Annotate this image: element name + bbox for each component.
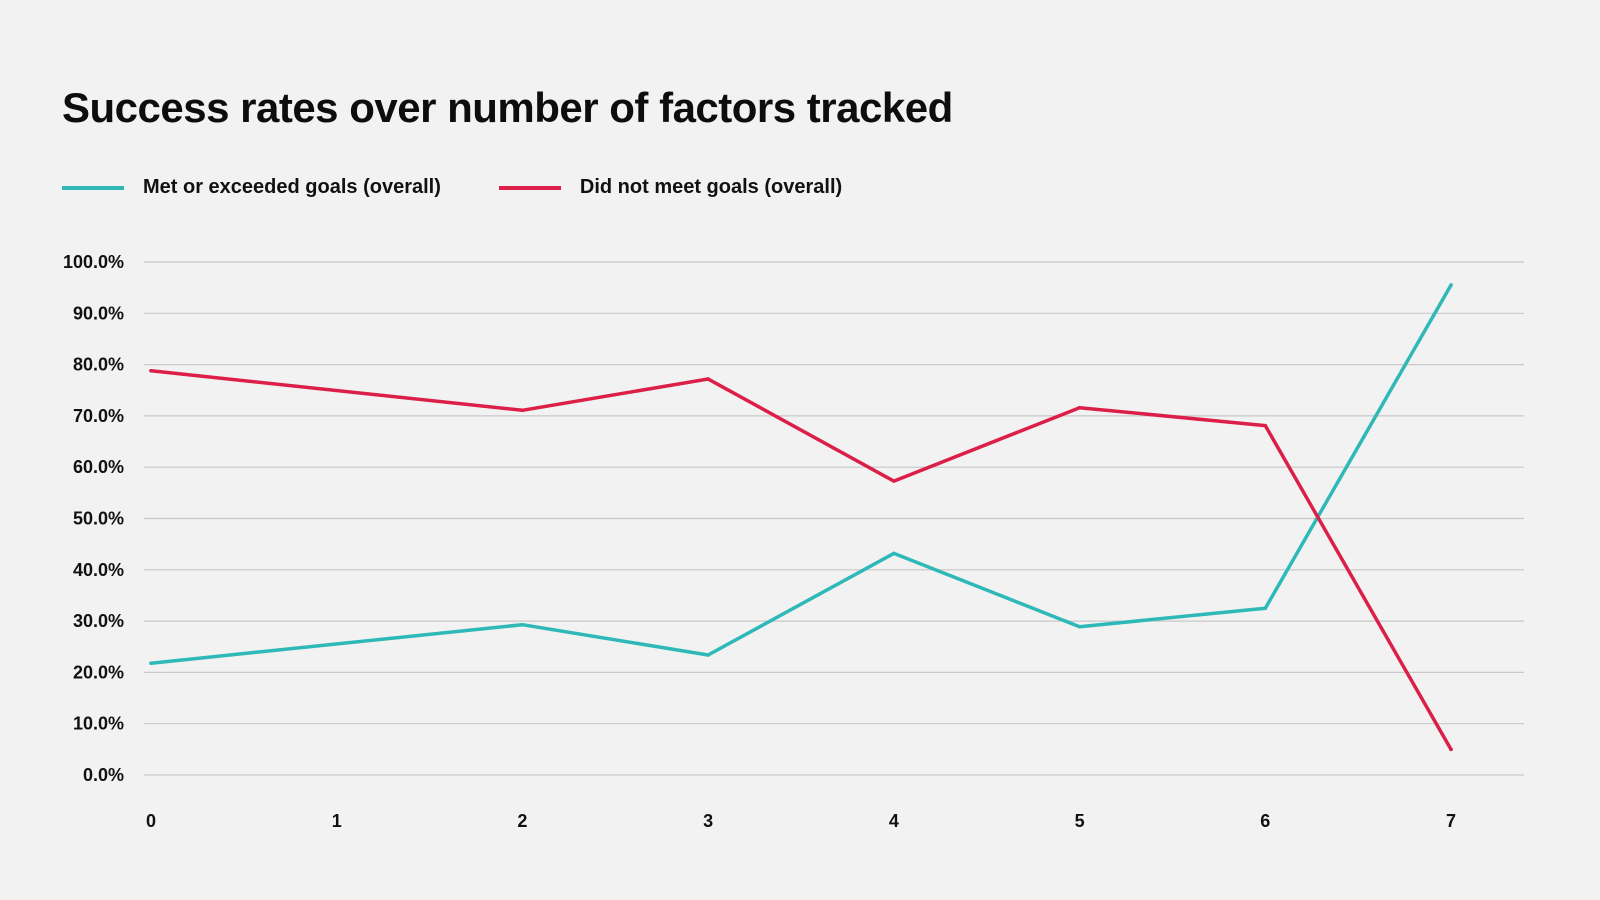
y-tick-label-70: 70.0% — [73, 406, 124, 426]
y-tick-label-50: 50.0% — [73, 509, 124, 529]
y-tick-label-0: 0.0% — [83, 765, 124, 785]
legend-label-did-not-meet-goals: Did not meet goals (overall) — [579, 176, 843, 198]
x-tick-label-5: 5 — [1075, 811, 1085, 831]
y-tick-label-90: 90.0% — [73, 303, 124, 323]
legend-entry-did-not-meet-goals: Did not meet goals (overall) — [498, 176, 843, 199]
x-tick-label-1: 1 — [332, 811, 342, 831]
y-tick-label-10: 10.0% — [73, 714, 124, 734]
y-tick-label-20: 20.0% — [73, 662, 124, 682]
data-point-1-4 — [892, 479, 896, 483]
data-point-1-5 — [1077, 405, 1082, 410]
legend-swatch-met-goals — [62, 185, 124, 190]
x-tick-label-2: 2 — [517, 811, 527, 831]
x-tick-label-6: 6 — [1260, 811, 1270, 831]
x-tick-label-7: 7 — [1446, 811, 1456, 831]
y-tick-label-80: 80.0% — [73, 355, 124, 375]
legend-entry-met-goals: Met or exceeded goals (overall) — [62, 176, 441, 199]
data-point-0-4 — [892, 551, 896, 556]
x-tick-label-4: 4 — [889, 811, 899, 831]
data-point-0-5 — [1077, 624, 1082, 629]
y-tick-label-60: 60.0% — [73, 457, 124, 477]
series-line-1 — [149, 369, 1453, 752]
x-tick-label-3: 3 — [703, 811, 713, 831]
chart-title: Success rates over number of factors tra… — [62, 84, 953, 131]
data-point-0-3 — [706, 653, 710, 657]
legend-swatch-did-not-meet-goals — [498, 185, 561, 190]
data-point-1-0 — [149, 368, 153, 373]
data-point-1-3 — [706, 377, 710, 381]
legend-label-met-goals: Met or exceeded goals (overall) — [143, 176, 441, 198]
x-tick-label-0: 0 — [146, 811, 156, 831]
data-point-0-2 — [520, 622, 525, 627]
data-point-0-0 — [149, 661, 153, 665]
data-point-1-7 — [1449, 747, 1453, 752]
data-point-0-6 — [1263, 606, 1268, 611]
y-tick-label-40: 40.0% — [73, 560, 124, 580]
y-tick-label-30: 30.0% — [73, 611, 124, 631]
data-point-1-2 — [520, 408, 525, 413]
series-line-0 — [149, 283, 1453, 665]
data-point-0-7 — [1449, 283, 1453, 287]
data-point-1-6 — [1263, 423, 1268, 428]
y-tick-label-100: 100.0% — [63, 252, 124, 272]
legend: Met or exceeded goals (overall) Did not … — [62, 176, 900, 199]
